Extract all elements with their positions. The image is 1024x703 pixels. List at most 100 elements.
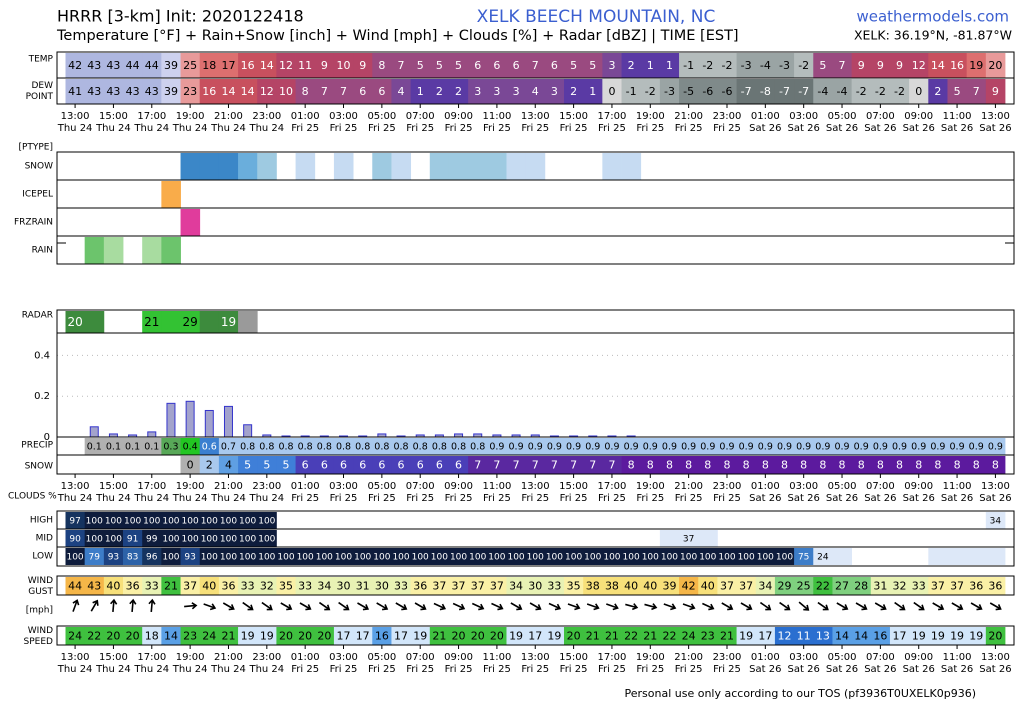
row-label: ICEPEL: [22, 190, 53, 200]
cell-label: 100: [776, 553, 793, 563]
cell: [736, 577, 757, 595]
cell-label: 3: [513, 85, 520, 98]
cell: [218, 79, 239, 104]
cell: [238, 577, 258, 595]
bar: [243, 424, 253, 438]
cell: [736, 79, 757, 104]
cell: [123, 438, 143, 455]
cell: [142, 438, 162, 455]
cell: [966, 53, 987, 78]
day-label: Fri 25: [713, 493, 741, 504]
cell-label: 12: [778, 630, 792, 643]
time-label: 05:00: [828, 481, 857, 492]
bar: [223, 405, 233, 438]
cell: [602, 577, 622, 595]
cell: [180, 627, 201, 645]
cell: [180, 548, 201, 565]
day-label: Fri 25: [483, 664, 511, 675]
cell: [928, 627, 948, 645]
day-label: Fri 25: [445, 493, 473, 504]
cell-label: 22: [87, 630, 101, 643]
cell-label: -8: [760, 85, 771, 98]
wind-arrow: [779, 601, 791, 611]
day-label: Fri 25: [483, 493, 511, 504]
time-label: 19:00: [636, 111, 665, 122]
cell-label: 18: [145, 630, 159, 643]
cell: [161, 530, 181, 547]
cell: [736, 548, 757, 565]
footer: Personal use only according to our TOS (…: [625, 687, 977, 700]
cell-label: 14: [835, 630, 849, 643]
day-label: Thu 24: [172, 664, 208, 675]
cell: [353, 53, 373, 78]
cell: [468, 577, 488, 595]
cell: [238, 153, 258, 180]
row-label: GUST: [28, 587, 53, 597]
cell: [832, 53, 853, 78]
cell-label: 7: [321, 85, 328, 98]
cell-label: 100: [738, 553, 755, 563]
cell: [429, 438, 450, 455]
cell-label: 3: [493, 85, 500, 98]
cell: [468, 53, 488, 78]
cell: [333, 438, 354, 455]
cell: [525, 79, 546, 104]
cell-label: 21: [643, 630, 657, 643]
cell-label: 0.9: [509, 442, 524, 453]
cell: [602, 627, 622, 645]
cell: [218, 456, 239, 474]
cell: [180, 438, 201, 455]
cell-label: 6: [551, 59, 558, 72]
cell: [65, 79, 86, 104]
cell-label: 20: [490, 630, 504, 643]
row-label: MID: [36, 534, 53, 544]
cell: [161, 181, 181, 208]
cell: [583, 53, 603, 78]
cell: [717, 79, 737, 104]
day-label: Sat 26: [749, 123, 781, 134]
cell-label: 20: [988, 630, 1002, 643]
cell: [180, 53, 201, 78]
time-label: 09:00: [444, 652, 473, 663]
cell: [659, 456, 680, 474]
cell-label: 100: [220, 517, 237, 527]
wind-arrow: [932, 602, 945, 611]
cell: [180, 79, 201, 104]
cell-label: 25: [183, 59, 197, 72]
cell-label: 6: [493, 59, 500, 72]
cell-label: 0.9: [739, 442, 754, 453]
cell-label: 0.9: [489, 442, 504, 453]
wind-arrow: [740, 602, 753, 611]
cell: [602, 153, 622, 180]
wind-arrow: [721, 602, 734, 611]
cell: [314, 53, 335, 78]
cell: [621, 456, 642, 474]
day-label: Thu 24: [95, 664, 131, 675]
cell-label: 19: [969, 630, 983, 643]
cell: [372, 577, 392, 595]
cell-label: 21: [432, 630, 446, 643]
cell: [161, 438, 181, 455]
wind-arrow: [586, 603, 600, 611]
cell: [448, 153, 469, 180]
cell: [774, 548, 795, 565]
cell: [832, 627, 853, 645]
cell: [448, 438, 469, 455]
cell: [487, 627, 507, 645]
wind-arrow: [874, 602, 887, 611]
bar: [166, 402, 176, 438]
cell-label: -3: [741, 59, 752, 72]
station: XELK BEECH MOUNTAIN, NC: [477, 7, 716, 27]
cell: [966, 456, 987, 474]
cell: [142, 627, 162, 645]
cell-label: 19: [413, 630, 427, 643]
cell-label: 8: [628, 459, 635, 472]
wind-arrow: [913, 601, 925, 611]
cell-label: 44: [126, 59, 140, 72]
cell-label: 9: [877, 59, 884, 72]
cell: [698, 456, 718, 474]
cell: [544, 438, 565, 455]
day-label: Fri 25: [521, 493, 549, 504]
cell: [161, 512, 181, 529]
